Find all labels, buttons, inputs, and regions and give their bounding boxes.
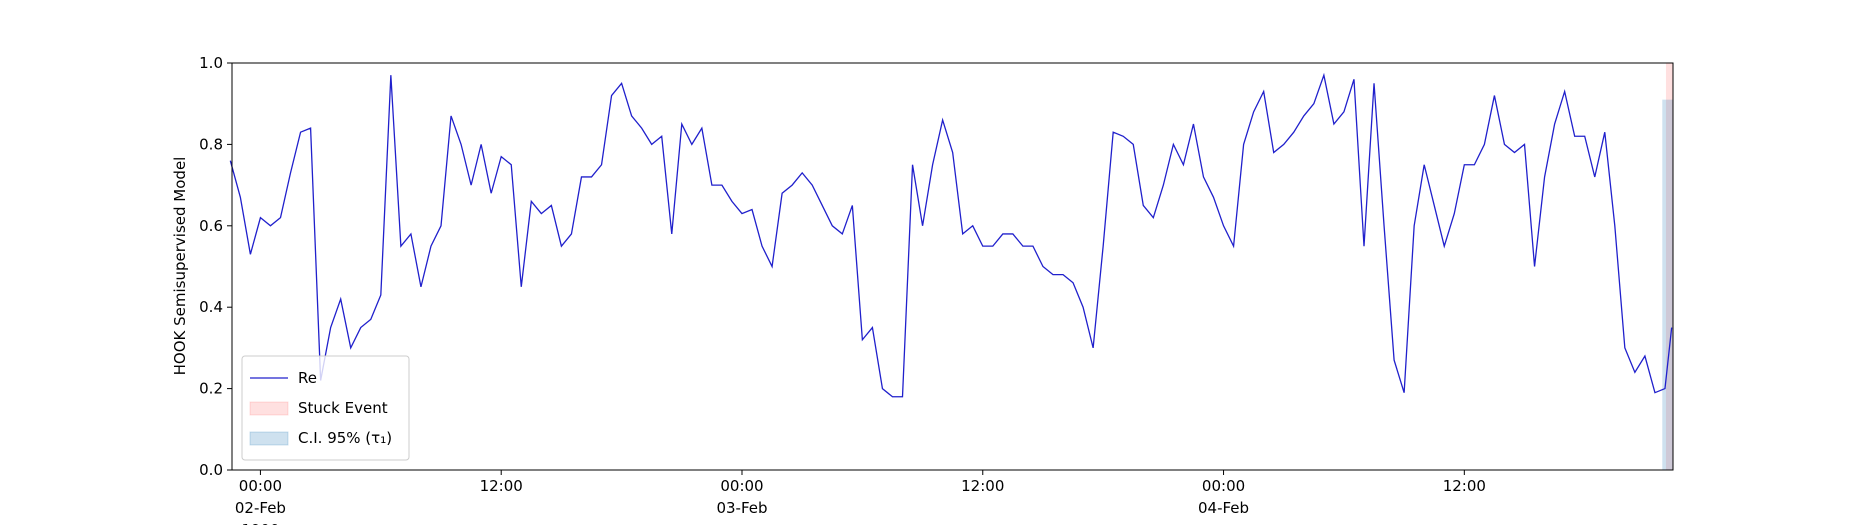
x-tick-label-line: 03-Feb [716,499,767,517]
x-tick-label-line: 02-Feb [235,499,286,517]
span [1662,99,1673,470]
legend-patch [249,431,289,446]
x-tick-label: 00:00 03-Feb [716,477,767,517]
legend-box [241,355,410,461]
y-tick-label: 0.8 [199,135,223,153]
data-line [229,72,1673,398]
x-tick-label: 00:00 04-Feb [1198,477,1249,517]
x-tick-label-line: 12:00 [961,477,1004,495]
x-tick-label-line: 12:00 [480,477,523,495]
x-tick-label: 12:00 [1443,477,1486,495]
y-tick-label: 0.0 [199,461,223,479]
x-tick-label: 12:00 [961,477,1004,495]
legend-label: Stuck Event [298,399,388,417]
y-axis-label: HOOK Semisupervised Model [171,157,189,376]
y-tick-label: 0.4 [199,298,223,316]
plot-frame [231,62,1674,471]
x-tick-label-line: 00:00 [239,477,282,495]
x-tick-label-line: 1900 [241,521,279,525]
x-tick-label-line: 04-Feb [1198,499,1249,517]
legend-label: Re [298,369,317,387]
legend-patch [249,401,289,416]
x-tick-label-line: 00:00 [1202,477,1245,495]
x-tick-label: 00:00 02-Feb 1900 [235,477,286,525]
x-tick-label: 12:00 [480,477,523,495]
x-tick-label-line: 12:00 [1443,477,1486,495]
y-tick-label: 0.6 [199,217,223,235]
span [1665,63,1673,470]
x-tick-label-line: 00:00 [720,477,763,495]
y-tick-label: 0.2 [199,380,223,398]
legend-label: C.I. 95% (τ₁) [298,429,392,447]
y-tick-label: 1.0 [199,54,223,72]
